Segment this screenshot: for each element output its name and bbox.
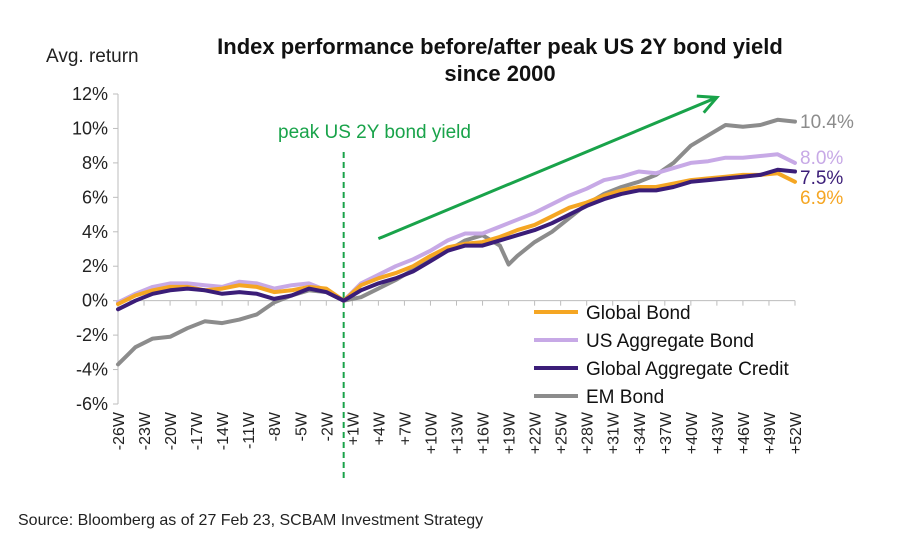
y-tick-label: 12% bbox=[72, 84, 108, 104]
end-label: 6.9% bbox=[800, 188, 843, 209]
x-tick-label: +37W bbox=[658, 411, 675, 454]
y-axis-label: Avg. return bbox=[46, 46, 139, 67]
x-tick-label: +19W bbox=[502, 411, 519, 454]
x-tick-label: -11W bbox=[241, 411, 258, 449]
x-tick-label: +4W bbox=[371, 411, 388, 445]
x-tick-label: -8W bbox=[267, 411, 284, 441]
x-tick-label: +22W bbox=[528, 411, 545, 454]
peak-annotation: peak US 2Y bond yield bbox=[278, 122, 471, 143]
x-tick-label: +13W bbox=[450, 411, 467, 454]
end-label: 8.0% bbox=[800, 148, 843, 169]
legend-label: Global Bond bbox=[586, 303, 691, 324]
x-tick-label: -17W bbox=[189, 411, 206, 450]
x-tick-label: -2W bbox=[319, 411, 336, 441]
x-tick-label: +31W bbox=[606, 411, 623, 454]
x-tick-label: +16W bbox=[476, 411, 493, 454]
x-tick-label: -5W bbox=[293, 411, 310, 441]
series-line-global-aggregate-credit bbox=[116, 167, 797, 312]
end-label: 10.4% bbox=[800, 112, 854, 133]
x-tick-label: +40W bbox=[684, 411, 701, 454]
y-tick-label: 2% bbox=[82, 256, 108, 276]
x-tick-label: -14W bbox=[215, 411, 232, 450]
legend-label: EM Bond bbox=[586, 387, 664, 408]
y-tick-label: -2% bbox=[76, 325, 108, 345]
legend-label: Global Aggregate Credit bbox=[586, 359, 790, 380]
trend-arrow-line bbox=[377, 96, 718, 241]
chart-title-line-1: Index performance before/after peak US 2… bbox=[217, 34, 783, 59]
y-tick-label: -6% bbox=[76, 394, 108, 414]
x-tick-label: +25W bbox=[554, 411, 571, 454]
source-note: Source: Bloomberg as of 27 Feb 23, SCBAM… bbox=[18, 512, 484, 529]
x-tick-label: +52W bbox=[788, 411, 805, 454]
x-tick-label: +49W bbox=[762, 411, 779, 454]
x-tick-label: +28W bbox=[580, 411, 597, 454]
x-tick-label: -26W bbox=[111, 411, 128, 450]
series-line-em-bond bbox=[116, 117, 797, 367]
series-line-us-aggregate-bond bbox=[116, 152, 797, 305]
y-tick-label: 0% bbox=[82, 291, 108, 311]
series-line-global-bond bbox=[116, 171, 797, 307]
x-tick-label: +43W bbox=[710, 411, 727, 454]
y-tick-label: 10% bbox=[72, 118, 108, 138]
x-tick-label: +7W bbox=[397, 411, 414, 445]
x-tick-label: +46W bbox=[736, 411, 753, 454]
x-tick-label: +1W bbox=[345, 411, 362, 445]
end-label: 7.5% bbox=[800, 168, 843, 189]
y-tick-label: 6% bbox=[82, 187, 108, 207]
x-tick-label: -23W bbox=[137, 411, 154, 450]
x-tick-label: +10W bbox=[423, 411, 440, 454]
chart-title-line-2: since 2000 bbox=[444, 61, 556, 86]
y-tick-label: 8% bbox=[82, 153, 108, 173]
x-tick-label: -20W bbox=[163, 411, 180, 450]
y-tick-label: -4% bbox=[76, 360, 108, 380]
trend-arrow-head bbox=[696, 94, 720, 114]
y-tick-label: 4% bbox=[82, 222, 108, 242]
x-tick-label: +34W bbox=[632, 411, 649, 454]
legend-label: US Aggregate Bond bbox=[586, 331, 754, 352]
